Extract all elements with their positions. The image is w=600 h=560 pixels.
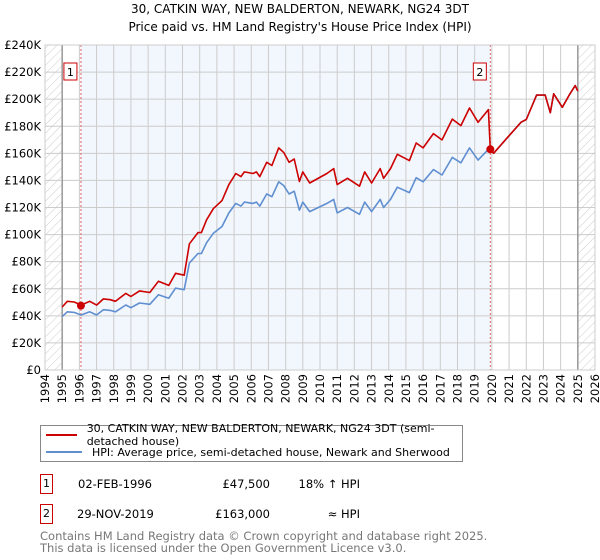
x-tick-label: 2003 xyxy=(193,374,207,403)
x-tick-label: 2025 xyxy=(571,374,585,403)
legend-item-property: 30, CATKIN WAY, NEW BALDERTON, NEWARK, N… xyxy=(41,422,462,448)
y-tick-label: £220K xyxy=(4,65,41,79)
legend-swatch-blue xyxy=(46,451,82,453)
x-tick-label: 2008 xyxy=(279,374,293,403)
x-tick-label: 2005 xyxy=(227,374,241,403)
sale-marker-badge: 1 xyxy=(40,474,53,494)
x-tick-label: 2019 xyxy=(468,374,482,403)
x-tick-label: 2007 xyxy=(261,374,275,403)
sale-point xyxy=(486,145,495,154)
x-tick-label: 1998 xyxy=(107,374,121,403)
y-tick-label: £40K xyxy=(12,309,42,323)
x-tick-label: 2006 xyxy=(244,374,258,403)
chart-subtitle: Price paid vs. HM Land Registry's House … xyxy=(128,20,471,34)
x-tick-label: 2014 xyxy=(382,374,396,403)
x-tick-label: 2021 xyxy=(502,374,516,403)
legend-label: HPI: Average price, semi-detached house,… xyxy=(92,445,450,459)
x-tick-label: 2001 xyxy=(158,374,172,403)
footer: Contains HM Land Registry data © Crown c… xyxy=(40,530,487,554)
y-tick-label: £100K xyxy=(4,228,41,242)
x-tick-label: 2016 xyxy=(416,374,430,403)
x-tick-label: 1994 xyxy=(38,374,52,403)
x-tick-label: 2009 xyxy=(296,374,310,403)
legend-label: 30, CATKIN WAY, NEW BALDERTON, NEWARK, N… xyxy=(86,422,435,448)
sale-marker-box xyxy=(63,62,78,81)
x-tick-label: 1997 xyxy=(90,374,104,403)
x-tick-label: 2011 xyxy=(330,374,344,403)
x-tick-label: 1996 xyxy=(72,374,86,403)
x-tick-label: 2010 xyxy=(313,374,327,403)
x-tick-label: 2004 xyxy=(210,374,224,403)
x-tick-label: 2002 xyxy=(176,374,190,403)
y-tick-label: £160K xyxy=(4,146,41,160)
x-tick-label: 2026 xyxy=(588,374,600,403)
x-tick-label: 2017 xyxy=(433,374,447,403)
y-tick-label: £20K xyxy=(12,336,42,350)
sale-date: 29-NOV-2019 xyxy=(77,507,154,521)
y-tick-label: £120K xyxy=(4,201,41,215)
plot-border xyxy=(44,44,596,371)
x-tick-label: 2013 xyxy=(365,374,379,403)
sale-marker-badge: 2 xyxy=(40,504,53,524)
sale-marker-box xyxy=(472,62,487,81)
y-tick-label: £140K xyxy=(4,173,41,187)
price-chart: 30, CATKIN WAY, NEW BALDERTON, NEWARK, N… xyxy=(4,2,600,403)
x-tick-label: 2023 xyxy=(536,374,550,403)
x-tick-label: 1999 xyxy=(124,374,138,403)
y-tick-label: £240K xyxy=(4,38,41,52)
y-tick-label: £0 xyxy=(26,363,41,377)
chart-title: 30, CATKIN WAY, NEW BALDERTON, NEWARK, N… xyxy=(131,2,470,16)
legend-item-hpi: HPI: Average price, semi-detached house,… xyxy=(41,444,450,460)
y-tick-label: £200K xyxy=(4,92,41,106)
x-tick-label: 2000 xyxy=(141,374,155,403)
legend-swatch-red xyxy=(46,434,77,436)
x-tick-label: 2020 xyxy=(485,374,499,403)
sale-hpi-note: 18% ↑ HPI xyxy=(298,477,360,491)
sale-marker-label: 1 xyxy=(67,66,74,79)
sale-price: £47,500 xyxy=(222,477,270,491)
footer-copyright: Contains HM Land Registry data © Crown c… xyxy=(40,529,488,543)
y-tick-label: £180K xyxy=(4,119,41,133)
legend: 30, CATKIN WAY, NEW BALDERTON, NEWARK, N… xyxy=(40,422,463,462)
sale-price: £163,000 xyxy=(215,507,270,521)
sale-hpi-note: ≈ HPI xyxy=(327,507,360,521)
x-tick-label: 1995 xyxy=(55,374,69,403)
sale-date: 02-FEB-1996 xyxy=(78,477,152,491)
sale-point xyxy=(76,301,85,310)
x-tick-label: 2018 xyxy=(451,374,465,403)
sale-marker-label: 2 xyxy=(476,66,483,79)
x-tick-label: 2024 xyxy=(554,374,568,403)
x-tick-label: 2015 xyxy=(399,374,413,403)
y-tick-label: £80K xyxy=(12,255,42,269)
x-tick-label: 2022 xyxy=(519,374,533,403)
y-tick-label: £60K xyxy=(12,282,42,296)
footer-licence: This data is licensed under the Open Gov… xyxy=(40,541,407,555)
x-tick-label: 2012 xyxy=(347,374,361,403)
